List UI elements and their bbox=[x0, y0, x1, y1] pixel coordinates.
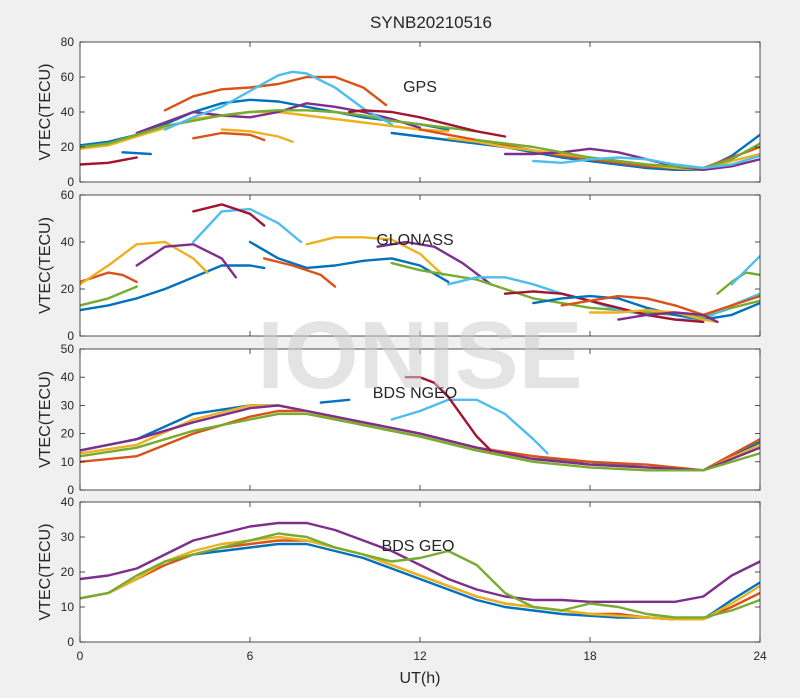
series-group bbox=[80, 521, 760, 621]
series-line bbox=[80, 271, 138, 284]
series-group bbox=[80, 203, 760, 324]
series-line bbox=[404, 376, 492, 452]
series-line bbox=[163, 75, 388, 112]
y-tick-label: 50 bbox=[61, 342, 75, 356]
y-tick-label: 20 bbox=[61, 282, 75, 296]
y-tick-label: 20 bbox=[61, 140, 75, 154]
panel-2: 0 20 40 60 VTEC(TECU) GLONASS bbox=[37, 188, 761, 343]
series-group bbox=[80, 376, 760, 472]
x-tick-label: 6 bbox=[247, 649, 254, 663]
panel-1: 0 20 40 60 80 VTEC(TECU) GPS bbox=[37, 35, 761, 189]
series-line bbox=[80, 532, 760, 619]
series-line bbox=[503, 290, 705, 324]
series-line bbox=[532, 154, 760, 170]
series-line bbox=[263, 257, 337, 288]
y-tick-label: 0 bbox=[67, 175, 74, 189]
series-line bbox=[560, 294, 760, 317]
series-line bbox=[80, 156, 138, 166]
panel-label: BDS NGEO bbox=[373, 385, 457, 402]
x-tick-label: 0 bbox=[77, 649, 84, 663]
y-axis-label: VTEC(TECU) bbox=[37, 217, 54, 314]
y-tick-label: 60 bbox=[61, 70, 75, 84]
y-tick-label: 40 bbox=[61, 105, 75, 119]
y-tick-label: 10 bbox=[61, 600, 75, 614]
series-line bbox=[80, 404, 760, 472]
panel-4: 0 10 20 30 40 0 6 12 18 24 VTEC(TECU) BDS GEO bbox=[37, 495, 767, 663]
series-line bbox=[305, 236, 444, 277]
y-tick-label: 60 bbox=[61, 188, 75, 202]
series-line bbox=[121, 151, 153, 156]
y-tick-label: 0 bbox=[67, 483, 74, 497]
panel-label: BDS GEO bbox=[382, 538, 455, 555]
series-line bbox=[80, 285, 138, 307]
series-line bbox=[390, 261, 760, 319]
y-tick-label: 30 bbox=[61, 398, 75, 412]
y-axis-label: VTEC(TECU) bbox=[37, 371, 54, 468]
y-tick-label: 30 bbox=[61, 530, 75, 544]
chart-title: SYNB20210516 bbox=[370, 13, 492, 32]
series-line bbox=[475, 138, 760, 170]
series-line bbox=[192, 131, 266, 142]
series-line bbox=[248, 240, 450, 284]
y-tick-label: 10 bbox=[61, 455, 75, 469]
series-line bbox=[135, 243, 238, 279]
panel-label: GLONASS bbox=[376, 232, 453, 249]
series-line bbox=[80, 535, 760, 621]
series-line bbox=[617, 311, 719, 324]
watermark-text: IONISE bbox=[257, 302, 582, 409]
y-tick-label: 0 bbox=[67, 635, 74, 649]
series-line bbox=[192, 203, 266, 227]
y-tick-label: 0 bbox=[67, 329, 74, 343]
y-tick-label: 20 bbox=[61, 427, 75, 441]
y-tick-label: 40 bbox=[61, 495, 75, 509]
plot-area bbox=[80, 502, 760, 642]
series-line bbox=[532, 294, 760, 321]
panel-3: 0 10 20 30 40 50 VTEC(TECU) BDS NGEO bbox=[37, 342, 761, 497]
y-tick-label: 20 bbox=[61, 565, 75, 579]
x-tick-label: 18 bbox=[583, 649, 597, 663]
x-tick-label: 12 bbox=[413, 649, 427, 663]
series-line bbox=[80, 240, 209, 286]
series-line bbox=[390, 398, 549, 455]
series-line bbox=[192, 207, 303, 244]
series-line bbox=[80, 412, 760, 472]
series-line bbox=[503, 147, 760, 172]
series-line bbox=[348, 109, 507, 138]
series-line bbox=[730, 254, 760, 286]
series-line bbox=[163, 70, 393, 131]
y-tick-label: 40 bbox=[61, 370, 75, 384]
y-axis-label: VTEC(TECU) bbox=[37, 64, 54, 161]
series-line bbox=[80, 264, 266, 312]
series-line bbox=[319, 398, 351, 404]
series-line bbox=[80, 521, 760, 603]
series-line bbox=[220, 128, 294, 144]
y-axis-label: VTEC(TECU) bbox=[37, 524, 54, 621]
series-line bbox=[80, 109, 478, 149]
x-tick-label: 24 bbox=[753, 649, 767, 663]
y-tick-label: 80 bbox=[61, 35, 75, 49]
panel-label: GPS bbox=[403, 79, 437, 96]
series-line bbox=[376, 240, 492, 286]
series-line bbox=[588, 308, 719, 324]
x-axis-label: UT(h) bbox=[400, 670, 441, 687]
series-group bbox=[80, 70, 760, 172]
y-tick-label: 40 bbox=[61, 235, 75, 249]
